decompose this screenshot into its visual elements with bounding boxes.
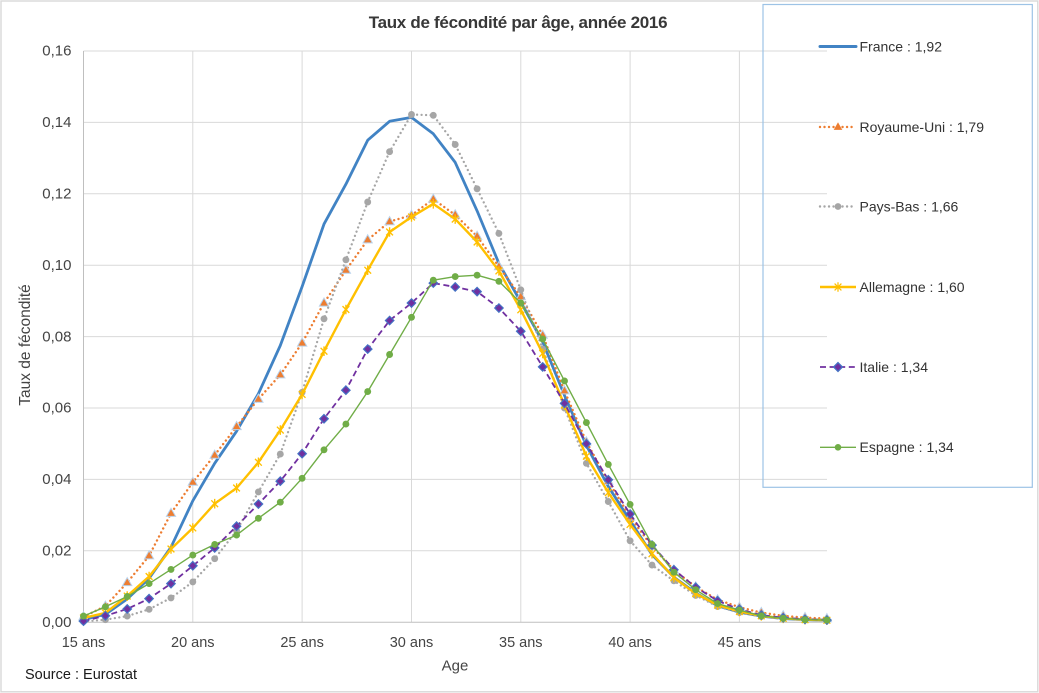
svg-text:Pays-Bas : 1,66: Pays-Bas : 1,66 [860, 198, 959, 214]
svg-text:0,04: 0,04 [42, 471, 71, 488]
svg-text:35 ans: 35 ans [499, 635, 543, 651]
svg-text:15 ans: 15 ans [62, 635, 106, 651]
svg-text:Age: Age [442, 658, 469, 675]
svg-text:30 ans: 30 ans [390, 635, 434, 651]
svg-text:0,06: 0,06 [42, 400, 71, 417]
svg-text:0,12: 0,12 [42, 186, 71, 203]
svg-text:Espagne : 1,34: Espagne : 1,34 [860, 439, 954, 455]
svg-text:0,02: 0,02 [42, 543, 71, 560]
svg-text:20 ans: 20 ans [171, 635, 215, 651]
svg-text:Source : Eurostat: Source : Eurostat [25, 667, 137, 683]
svg-text:0,10: 0,10 [42, 257, 71, 274]
svg-text:0,00: 0,00 [42, 614, 71, 631]
svg-text:Italie : 1,34: Italie : 1,34 [860, 359, 929, 375]
svg-text:45 ans: 45 ans [718, 635, 762, 651]
svg-text:0,16: 0,16 [42, 43, 71, 60]
svg-text:Allemagne : 1,60: Allemagne : 1,60 [860, 279, 965, 295]
svg-text:Taux de fécondité: Taux de fécondité [17, 284, 34, 406]
svg-text:Taux de fécondité par âge, ann: Taux de fécondité par âge, année 2016 [369, 13, 667, 32]
svg-text:Royaume-Uni : 1,79: Royaume-Uni : 1,79 [860, 119, 985, 135]
svg-text:25 ans: 25 ans [280, 635, 324, 651]
svg-text:0,08: 0,08 [42, 328, 71, 345]
svg-text:France : 1,92: France : 1,92 [860, 38, 943, 54]
svg-text:40 ans: 40 ans [608, 635, 652, 651]
svg-text:0,14: 0,14 [42, 114, 71, 131]
